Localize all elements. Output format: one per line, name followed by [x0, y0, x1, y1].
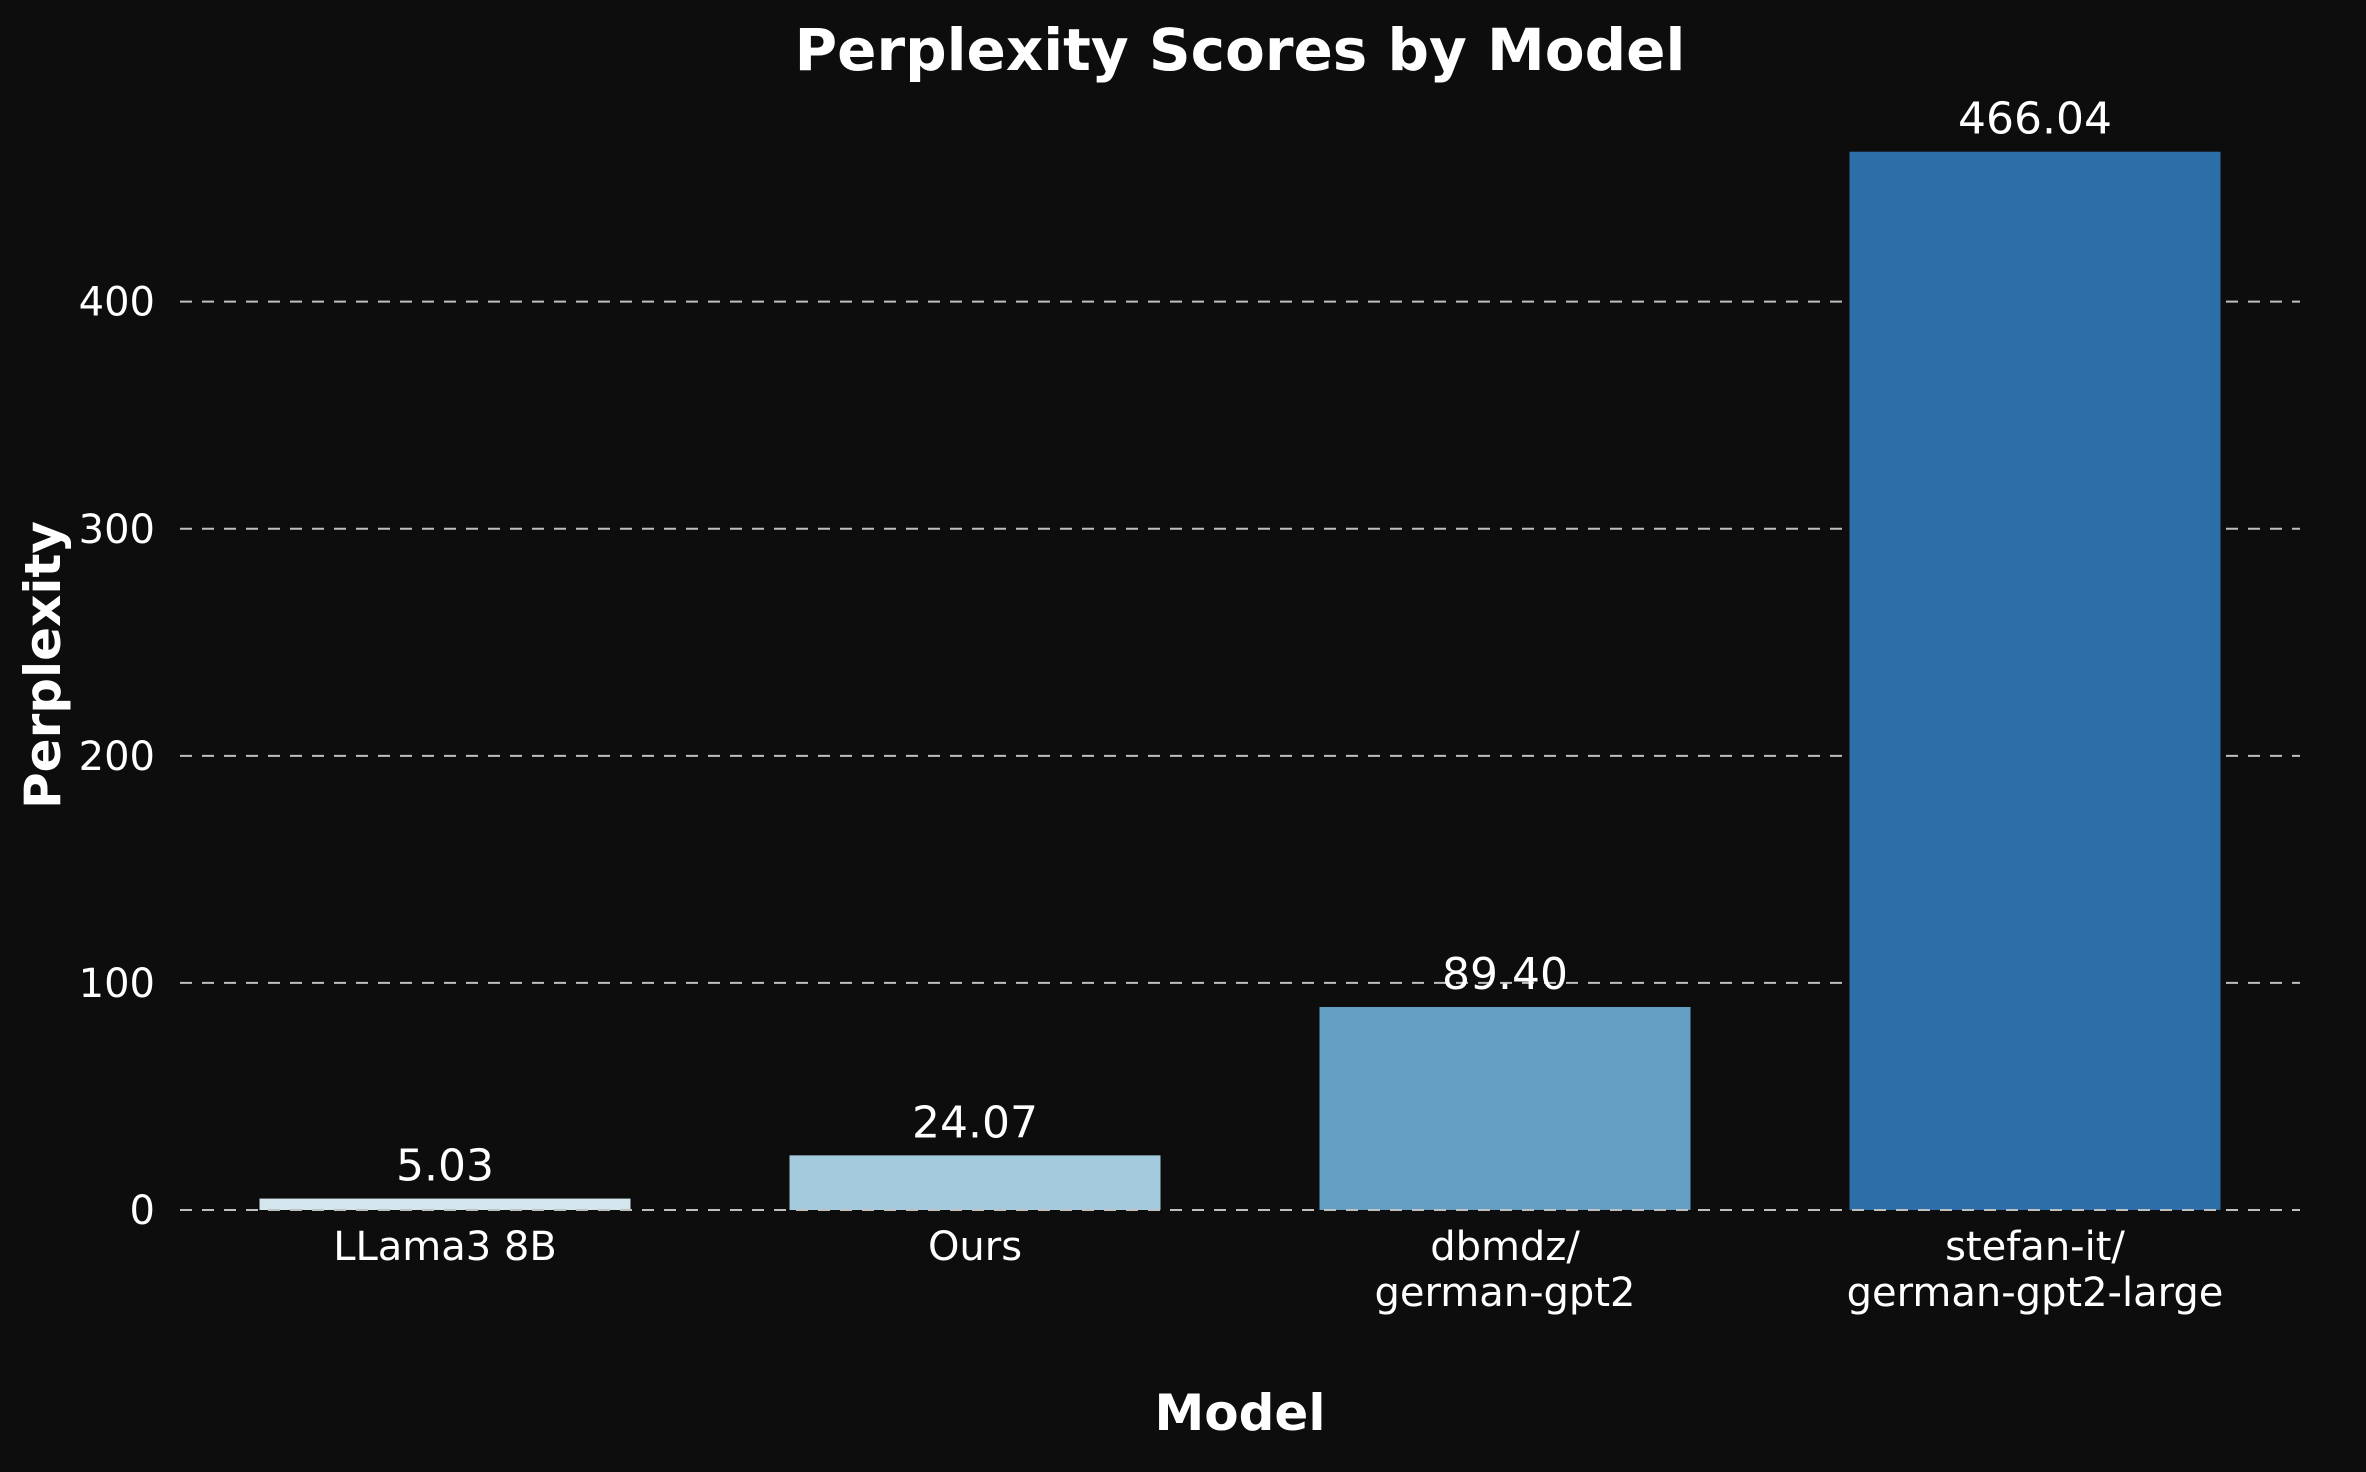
perplexity-bar-chart: 0 100 200 300 400 5.03 LLama3 8B 24.07 Ours 89.40… — [0, 0, 2366, 1472]
x-tick-label: stefan-it/ — [1945, 1224, 2125, 1270]
bar — [260, 1199, 631, 1210]
x-axis-label: Model — [1155, 1384, 1326, 1442]
y-tick-label: 200 — [79, 734, 155, 780]
x-tick-label: german-gpt2 — [1375, 1270, 1636, 1316]
x-tick-label: dbmdz/ — [1430, 1224, 1580, 1270]
y-axis-label: Perplexity — [14, 521, 72, 809]
bar — [1320, 1007, 1691, 1210]
y-tick-label: 400 — [79, 280, 155, 326]
bar-value-label: 24.07 — [912, 1097, 1038, 1148]
x-tick-label: LLama3 8B — [333, 1224, 557, 1270]
x-tick-label: Ours — [928, 1224, 1022, 1270]
y-tick-label: 0 — [130, 1188, 155, 1234]
chart-title: Perplexity Scores by Model — [795, 16, 1686, 84]
bar-value-label: 5.03 — [396, 1141, 494, 1192]
bar — [790, 1155, 1161, 1210]
bar — [1850, 152, 2221, 1210]
chart-svg: 0 100 200 300 400 5.03 LLama3 8B 24.07 Ours 89.40… — [0, 0, 2366, 1472]
bar-value-label: 466.04 — [1958, 94, 2112, 145]
y-tick-label: 100 — [79, 961, 155, 1007]
x-tick-label: german-gpt2-large — [1847, 1270, 2224, 1316]
bar-value-label: 89.40 — [1442, 949, 1568, 1000]
y-tick-label: 300 — [79, 507, 155, 553]
